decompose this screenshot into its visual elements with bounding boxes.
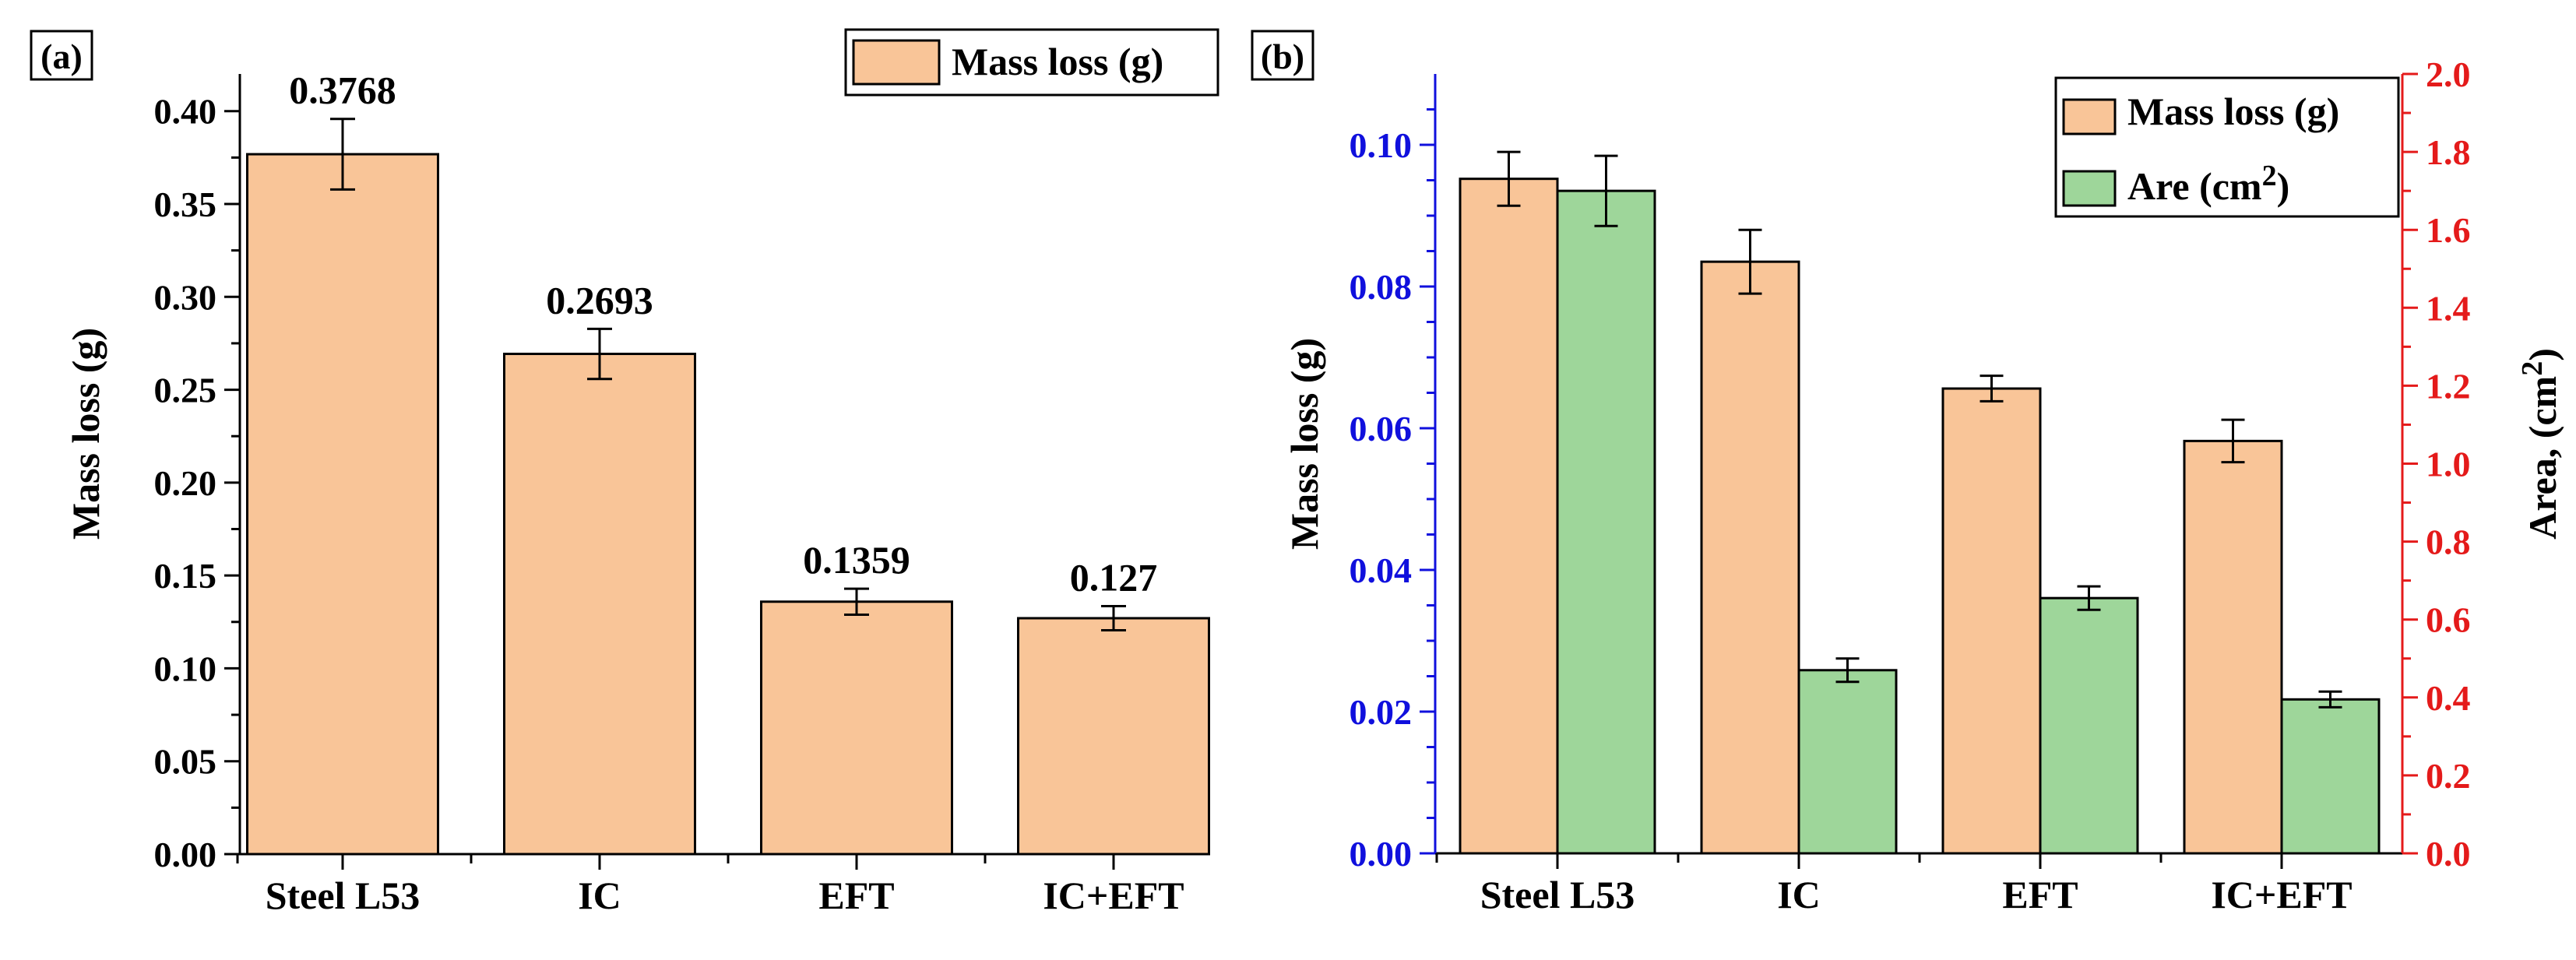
left-y-tick-label: 0.06	[1350, 409, 1413, 448]
panel-b-right-y-axis-title: Area, (cm2)	[2516, 348, 2564, 540]
x-tick-label-eft: EFT	[2002, 873, 2078, 916]
x-tick-label-ic: IC	[578, 874, 621, 917]
panel-a-value-labels: 0.3768 0.2693 0.1359 0.127	[289, 69, 1157, 600]
bar-steel-l53	[246, 153, 439, 856]
y-tick-label: 0.25	[154, 371, 217, 410]
panel-b-chart: (b) 0.00 0.02 0.04 0.06 0.08 0.10 0.0 0.…	[1251, 30, 2564, 916]
x-tick-label-steel-l53: Steel L53	[1480, 873, 1635, 916]
right-y-tick-label: 1.0	[2426, 445, 2471, 484]
right-y-tick-label: 2.0	[2426, 55, 2471, 94]
bar-ic-eft	[1017, 617, 1210, 856]
panel-b-legend: Mass loss (g) Are (cm2)	[2054, 76, 2400, 218]
bar-area-steel-l53	[1556, 189, 1656, 855]
panel-b-error-bars	[1497, 150, 2342, 709]
panel-b-x-tick-labels: Steel L53 IC EFT IC+EFT	[1480, 873, 2353, 916]
right-y-axis-title-close: )	[2521, 348, 2564, 361]
panel-b-left-y-tick-labels: 0.00 0.02 0.04 0.06 0.08 0.10	[1350, 125, 1413, 874]
y-tick-label: 0.15	[154, 556, 217, 596]
right-y-tick-label: 0.4	[2426, 678, 2471, 718]
panel-a-y-tick-labels: 0.00 0.05 0.10 0.15 0.20 0.25 0.30 0.35 …	[154, 92, 217, 874]
right-y-tick-label: 0.6	[2426, 600, 2471, 640]
right-y-tick-label: 0.8	[2426, 522, 2471, 562]
right-y-axis-title-text: Area, (cm	[2521, 376, 2564, 540]
bar-mass-loss-ic	[1700, 260, 1800, 855]
legend-swatch-mass-loss	[2062, 98, 2117, 135]
bar-mass-loss-eft	[1941, 387, 2042, 855]
legend-label-area: Are (cm2)	[2127, 160, 2289, 208]
legend-swatch-mass-loss	[852, 39, 941, 86]
y-tick-label: 0.20	[154, 463, 217, 503]
y-tick-label: 0.35	[154, 185, 217, 224]
legend-label-area-close: )	[2277, 164, 2290, 208]
x-tick-label-steel-l53: Steel L53	[266, 874, 421, 917]
panel-b-axes	[1420, 72, 2418, 869]
panel-a-y-axis-title: Mass loss (g)	[64, 328, 107, 540]
bar-area-ic	[1797, 669, 1898, 855]
panel-a-label: (a)	[40, 37, 83, 76]
right-y-tick-label: 1.6	[2426, 210, 2471, 250]
legend-label-area-text: Are (cm	[2127, 164, 2262, 208]
x-tick-label-ic: IC	[1777, 873, 1821, 916]
bar-ic	[503, 353, 696, 856]
right-y-tick-label: 1.2	[2426, 366, 2471, 406]
y-tick-label: 0.30	[154, 277, 217, 317]
right-y-tick-label: 1.4	[2426, 288, 2471, 328]
panel-b-left-y-axis-title: Mass loss (g)	[1283, 338, 1326, 550]
panel-a-error-bars	[330, 118, 1126, 632]
bar-area-eft	[2039, 596, 2139, 855]
right-y-tick-label: 0.0	[2426, 834, 2471, 874]
x-tick-label-eft: EFT	[818, 874, 894, 917]
right-y-tick-label: 0.2	[2426, 756, 2471, 796]
y-tick-label: 0.00	[154, 835, 217, 874]
y-tick-label: 0.10	[154, 649, 217, 688]
panel-a-label-box	[30, 30, 93, 81]
bar-area-ic-eft	[2280, 698, 2381, 855]
panel-b-label: (b)	[1261, 37, 1304, 76]
value-label-eft: 0.1359	[803, 538, 910, 582]
right-y-tick-label: 1.8	[2426, 132, 2471, 172]
left-y-tick-label: 0.00	[1350, 834, 1413, 874]
left-y-tick-label: 0.10	[1350, 125, 1413, 165]
panel-a-axes	[224, 74, 1203, 870]
panel-a-x-tick-labels: Steel L53 IC EFT IC+EFT	[266, 874, 1184, 917]
x-tick-label-ic-eft: IC+EFT	[1043, 874, 1184, 917]
legend-label-area-superscript: 2	[2262, 160, 2277, 192]
legend-label-mass-loss: Mass loss (g)	[2127, 90, 2339, 133]
panel-b-right-y-tick-labels: 0.0 0.2 0.4 0.6 0.8 1.0 1.2 1.4 1.6 1.8 …	[2426, 55, 2471, 874]
value-label-ic: 0.2693	[546, 278, 653, 322]
panel-a-chart: (a) 0.3768 0.2693 0.1359 0.127 0.00 0.05…	[30, 28, 1219, 917]
left-y-tick-label: 0.08	[1350, 267, 1413, 307]
panel-a-legend: Mass loss (g)	[844, 28, 1219, 97]
y-tick-label: 0.05	[154, 742, 217, 782]
panel-b-bars	[1459, 178, 2381, 855]
value-label-ic-eft: 0.127	[1070, 556, 1158, 600]
bar-mass-loss-ic-eft	[2183, 439, 2283, 855]
bar-mass-loss-steel-l53	[1459, 178, 1559, 855]
bar-eft	[760, 600, 953, 856]
y-tick-label: 0.40	[154, 92, 217, 132]
value-label-steel-l53: 0.3768	[289, 69, 396, 112]
legend-label-mass-loss: Mass loss (g)	[952, 40, 1163, 83]
panel-b-label-box	[1251, 30, 1314, 81]
left-y-tick-label: 0.04	[1350, 550, 1413, 590]
x-tick-label-ic-eft: IC+EFT	[2211, 873, 2352, 916]
right-y-axis-title-superscript: 2	[2516, 361, 2549, 376]
left-y-tick-label: 0.02	[1350, 692, 1413, 732]
legend-swatch-area	[2062, 170, 2117, 207]
